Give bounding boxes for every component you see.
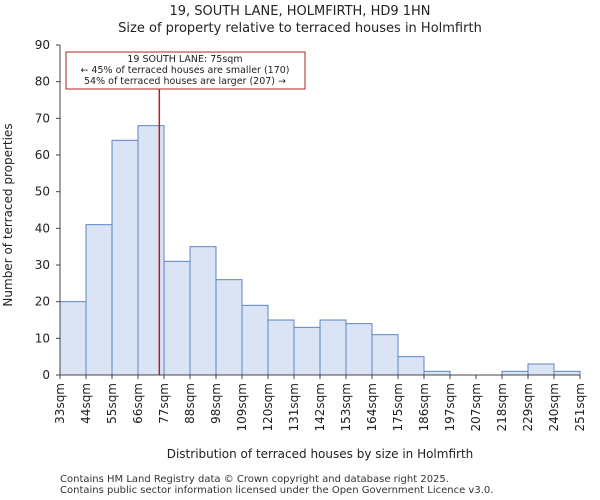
x-tick-label: 207sqm: [469, 383, 483, 431]
histogram-bar: [215, 279, 243, 376]
y-tick-label: 10: [35, 331, 50, 345]
y-tick-label: 40: [35, 221, 50, 235]
histogram-bar: [267, 319, 295, 376]
x-tick-label: 33sqm: [53, 383, 67, 424]
chart-title: 19, SOUTH LANE, HOLMFIRTH, HD9 1HN: [169, 4, 431, 19]
histogram-bar: [163, 260, 191, 376]
histogram-bar: [397, 356, 425, 376]
histogram-bar: [553, 370, 581, 376]
annotation-line-2: ← 45% of terraced houses are smaller (17…: [80, 65, 289, 76]
x-tick-label: 77sqm: [157, 383, 171, 424]
x-axis-label: Distribution of terraced houses by size …: [167, 447, 474, 461]
footer-line-1: Contains HM Land Registry data © Crown c…: [60, 474, 449, 485]
histogram-bar: [189, 246, 217, 376]
x-tick-label: 44sqm: [79, 383, 93, 424]
y-tick-label: 80: [35, 75, 50, 89]
x-tick-label: 229sqm: [521, 383, 535, 431]
y-tick-label: 50: [35, 185, 50, 199]
histogram-bar: [59, 301, 87, 376]
y-tick-label: 70: [35, 111, 50, 125]
x-tick-label: 120sqm: [261, 383, 275, 431]
x-tick-label: 131sqm: [287, 383, 301, 431]
x-tick-label: 218sqm: [495, 383, 509, 431]
histogram-bar: [241, 304, 269, 376]
histogram-bar: [371, 334, 399, 376]
annotation-line-1: 19 SOUTH LANE: 75sqm: [127, 54, 242, 65]
histogram-bar: [293, 326, 321, 376]
x-tick-label: 66sqm: [131, 383, 145, 424]
x-tick-label: 251sqm: [573, 383, 587, 431]
y-tick-label: 0: [42, 368, 50, 382]
y-tick-label: 90: [35, 38, 50, 52]
histogram-bar: [111, 139, 139, 376]
x-tick-label: 98sqm: [209, 383, 223, 424]
x-tick-label: 240sqm: [547, 383, 561, 431]
y-axis-label: Number of terraced properties: [1, 123, 15, 306]
x-tick-label: 197sqm: [443, 383, 457, 431]
footer-line-2: Contains public sector information licen…: [60, 485, 494, 496]
histogram-bar: [137, 125, 165, 376]
x-tick-label: 88sqm: [183, 383, 197, 424]
histogram-bar: [85, 224, 113, 376]
x-tick-label: 175sqm: [391, 383, 405, 431]
x-tick-label: 186sqm: [417, 383, 431, 431]
annotation-line-3: 54% of terraced houses are larger (207) …: [84, 76, 286, 87]
x-tick-label: 164sqm: [365, 383, 379, 431]
histogram-bar: [319, 319, 347, 376]
x-tick-label: 109sqm: [235, 383, 249, 431]
histogram-bar: [527, 363, 555, 376]
x-tick-label: 55sqm: [105, 383, 119, 424]
histogram-bar: [423, 370, 451, 376]
x-tick-label: 142sqm: [313, 383, 327, 431]
y-tick-label: 30: [35, 258, 50, 272]
histogram-bar: [501, 370, 529, 376]
histogram-bar: [345, 323, 373, 376]
x-tick-label: 153sqm: [339, 383, 353, 431]
annotation-box: [65, 51, 306, 90]
y-tick-label: 60: [35, 148, 50, 162]
y-tick-label: 20: [35, 295, 50, 309]
chart-subtitle: Size of property relative to terraced ho…: [118, 21, 482, 36]
